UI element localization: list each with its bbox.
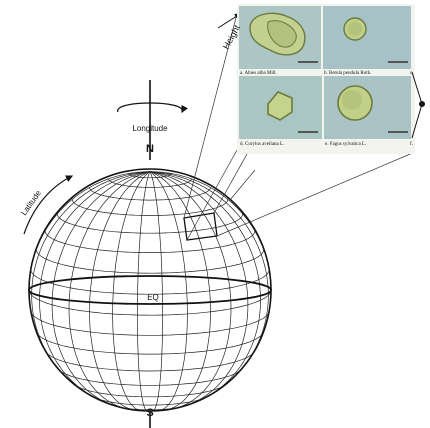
globe [28,168,272,412]
globe-grid-line [46,351,255,372]
globe-grid-line [71,198,229,216]
latitude-arrow [23,175,74,235]
pollen-corylus [267,91,318,133]
globe-grid-line [89,187,211,201]
globe-grid-line [149,171,211,411]
globe-grid-line [68,171,151,409]
pollen-abies [249,12,318,63]
longitude-arrow [117,102,188,114]
globe-grid-line [112,171,151,411]
globe-grid-line [30,312,270,336]
globe-grid-line [93,396,206,406]
globe-grid-line [51,171,151,407]
north-label: N [146,143,154,155]
micrograph-panel: a. Abies alba Mill. b. Betula pendula Ro… [237,4,415,154]
globe-grid-line [39,171,151,398]
globe-grid-line [35,248,265,274]
pollen-fagus [337,85,408,133]
globe-grid-line [149,171,232,409]
caption-c: c. [410,71,413,76]
globe-grid-line [75,384,225,398]
globe-grid-line [149,171,261,398]
height-connector [411,71,425,139]
height-axis [217,13,241,29]
globe-grid-line [149,171,188,411]
globe-grid-line [149,171,271,291]
globe-grid-line [44,230,256,253]
globe-grid-line [149,171,163,411]
caption-e: e. Fagus sylvatica L. [325,142,366,147]
equator-label: EQ [147,293,159,302]
globe-grid-line [128,173,172,179]
globe-grid-line [108,178,192,188]
globe-grid-line [36,332,264,355]
caption-a: a. Abies alba Mill. [240,71,277,76]
globe-grid-line [30,268,270,295]
globe-grid-line [59,369,242,386]
equator-line [28,275,272,305]
longitude-label: Longitude [132,124,168,133]
globe-grid-line [29,290,271,316]
globe-grid-line [56,213,244,234]
south-label: S [146,407,153,419]
globe-grid-line [116,406,183,411]
globe-grid-line [137,171,151,411]
pollen-betula [343,17,408,63]
micrograph-b [323,6,411,69]
caption-f: f. [410,142,413,147]
globe-grid-line [89,171,151,411]
caption-b: b. Betula pendula Roth. [324,71,371,76]
globe-grid-line [149,171,249,407]
caption-d: d. Corylus avellana L. [240,142,284,147]
globe-grid-line [29,171,151,291]
